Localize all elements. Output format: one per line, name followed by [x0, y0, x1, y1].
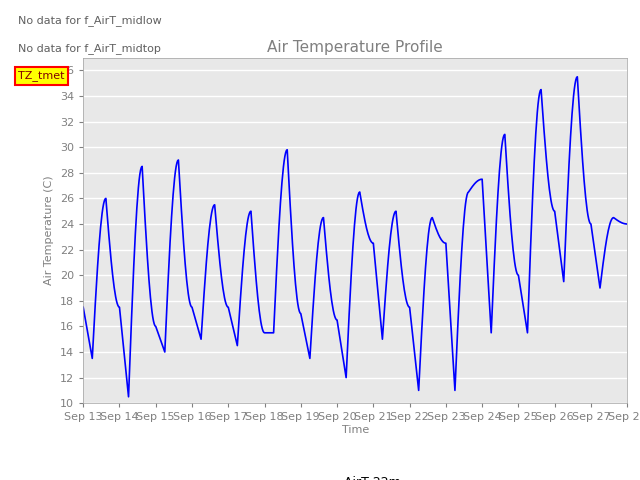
Y-axis label: Air Temperature (C): Air Temperature (C) — [44, 176, 54, 285]
Legend: AirT 22m: AirT 22m — [305, 471, 406, 480]
Text: No data for f_AirT_midlow: No data for f_AirT_midlow — [18, 15, 162, 26]
Text: No data for f_AirT_midtop: No data for f_AirT_midtop — [18, 43, 161, 54]
Title: Air Temperature Profile: Air Temperature Profile — [268, 40, 443, 55]
Text: TZ_tmet: TZ_tmet — [18, 71, 65, 81]
X-axis label: Time: Time — [342, 425, 369, 435]
